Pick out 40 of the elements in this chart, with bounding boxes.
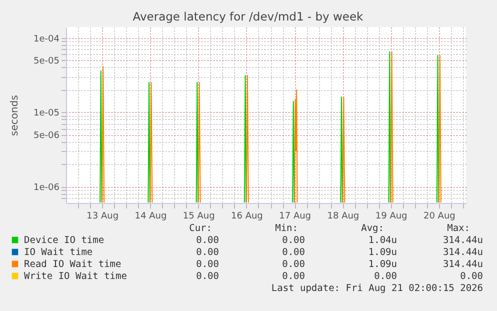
- x-tick-label: 17 Aug: [279, 212, 312, 222]
- y-tick-label: 5e-05: [34, 56, 60, 67]
- x-tick-label: 15 Aug: [182, 212, 215, 222]
- y-tick-label: 1e-04: [34, 34, 60, 44]
- text: 0.00: [374, 271, 398, 282]
- x-tick-label: 19 Aug: [375, 212, 408, 222]
- text: 0.00: [282, 259, 306, 270]
- legend-label: Device IO time: [24, 235, 104, 246]
- legend-label: Write IO Wait time: [24, 271, 128, 282]
- text: 0.00: [282, 235, 306, 246]
- text: 1.09u: [368, 259, 397, 270]
- y-axis-title: seconds: [10, 95, 21, 136]
- legend-label: Read IO Wait time: [24, 259, 122, 270]
- text: 314.44u: [442, 235, 483, 246]
- text: Cur:: [189, 223, 212, 234]
- text: 0.00: [196, 247, 220, 258]
- text: 0.00: [282, 247, 306, 258]
- x-tick-label: 13 Aug: [86, 212, 119, 222]
- chart-title: Average latency for /dev/md1 - by week: [132, 10, 364, 24]
- text: Min:: [275, 223, 298, 234]
- legend-label: IO Wait time: [24, 247, 93, 258]
- y-tick-label: 5e-06: [34, 131, 60, 142]
- text: 1.09u: [368, 247, 397, 258]
- text: 0.00: [282, 271, 306, 282]
- x-tick-label: 18 Aug: [327, 212, 360, 222]
- text: 0.00: [196, 235, 220, 246]
- text: 0.00: [196, 271, 220, 282]
- text: 0.00: [460, 271, 484, 282]
- x-tick-label: 20 Aug: [423, 212, 456, 222]
- text: 314.44u: [442, 259, 483, 270]
- y-tick-label: 1e-06: [34, 183, 60, 194]
- text: Avg:: [361, 223, 384, 234]
- x-tick-label: 14 Aug: [134, 212, 167, 222]
- text: Last update: Fri Aug 21 02:00:15 2026: [271, 283, 484, 294]
- text: 1.04u: [368, 235, 397, 246]
- x-tick-label: 16 Aug: [231, 212, 263, 222]
- text: 0.00: [196, 259, 220, 270]
- text: 314.44u: [442, 247, 483, 258]
- y-tick-label: 1e-05: [34, 108, 60, 119]
- text: Max:: [447, 223, 470, 234]
